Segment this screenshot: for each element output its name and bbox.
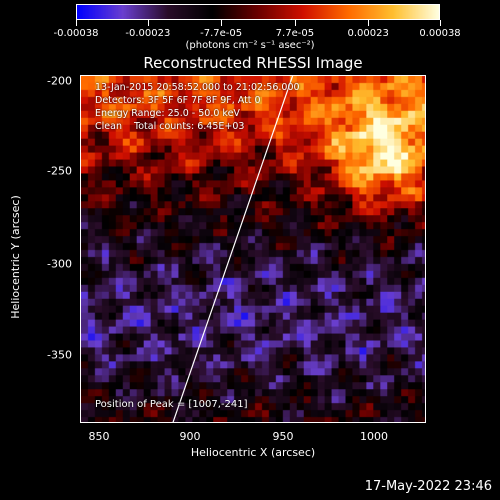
y-tick-label: -200 — [47, 74, 72, 88]
colorbar-tick-label: 0.00038 — [419, 28, 461, 39]
heatmap-image — [81, 76, 425, 422]
plot-area: 13-Jan-2015 20:58:52.000 to 21:02:56.000… — [80, 75, 426, 423]
colorbar-tick-label: 7.7e-05 — [275, 28, 315, 39]
colorbar-tick-label: 0.00023 — [347, 28, 389, 39]
colorbar-units: (photons cm⁻² s⁻¹ asec⁻²) — [185, 40, 315, 51]
colorbar-ticks: -0.00038 -0.00023 -7.7e-05 7.7e-05 0.00023 0.… — [0, 20, 500, 39]
colorbar — [76, 4, 440, 20]
y-tick-label: -300 — [47, 257, 72, 271]
colorbar-tick-label: -0.00023 — [125, 28, 171, 39]
colorbar-tick-mark — [76, 20, 77, 26]
colorbar-tick-mark — [294, 20, 296, 26]
colorbar-tick-mark — [221, 20, 223, 26]
chart-title: Reconstructed RHESSI Image — [143, 54, 363, 72]
x-tick-label: 950 — [272, 430, 294, 443]
colorbar-tick-mark — [147, 20, 149, 26]
y-axis-label: Heliocentric Y (arcsec) — [9, 195, 22, 319]
x-axis-label: Heliocentric X (arcsec) — [190, 446, 316, 459]
colorbar-tick-mark — [440, 20, 441, 26]
colorbar-tick-label: -7.7e-05 — [200, 28, 243, 39]
y-tick-label: -250 — [47, 164, 72, 178]
x-tick-label: 900 — [179, 430, 201, 443]
x-tick-label: 850 — [88, 430, 110, 443]
colorbar-tick-label: -0.00038 — [53, 28, 99, 39]
info-energy-range: Energy Range: 25.0 - 50.0 keV — [95, 108, 240, 119]
colorbar-tick-mark — [368, 20, 370, 26]
plot-overlay — [172, 76, 294, 422]
solar-limb-line — [172, 76, 294, 422]
info-detectors: Detectors: 3F 5F 6F 7F 8F 9F, Att 0 — [95, 95, 261, 106]
x-tick-label: 1000 — [360, 430, 388, 443]
y-tick-label: -350 — [47, 348, 72, 362]
render-timestamp: 17-May-2022 23:46 — [364, 479, 492, 494]
colorbar-gradient — [77, 5, 439, 19]
info-clean-counts: Clean Total counts: 6.45E+03 — [95, 121, 245, 132]
info-time-range: 13-Jan-2015 20:58:52.000 to 21:02:56.000 — [95, 82, 300, 93]
peak-position-label: Position of Peak = [1007,-241] — [95, 399, 248, 410]
